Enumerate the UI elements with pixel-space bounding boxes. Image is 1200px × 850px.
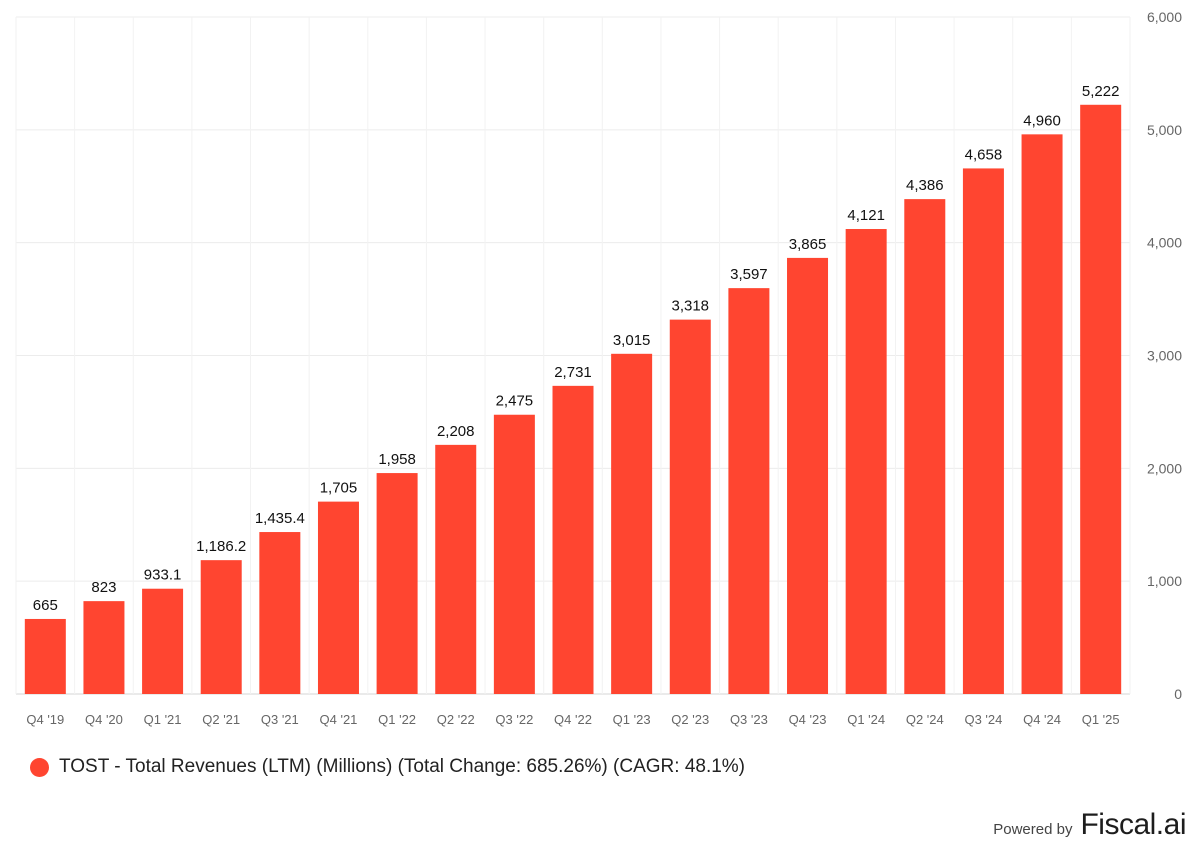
bar [787,257,829,694]
y-tick-label: 0 [1174,686,1182,702]
data-label: 1,186.2 [196,538,246,555]
bar [376,473,418,694]
bar [904,199,946,694]
x-tick-label: Q2 '24 [906,712,944,727]
x-tick-label: Q1 '22 [378,712,416,727]
x-tick-label: Q4 '20 [85,712,123,727]
data-label: 3,865 [789,236,827,253]
bar [1080,104,1122,695]
data-label: 4,121 [847,207,885,224]
x-tick-label: Q4 '22 [554,712,592,727]
data-label: 4,658 [965,146,1003,163]
bar [435,444,477,694]
x-tick-label: Q2 '21 [202,712,240,727]
x-tick-label: Q3 '23 [730,712,768,727]
data-label: 1,958 [378,451,416,468]
data-label: 2,475 [496,393,534,410]
bar [1021,134,1063,694]
data-label: 3,318 [671,298,709,315]
legend-label: TOST - Total Revenues (LTM) (Millions) (… [59,756,746,777]
y-tick-label: 5,000 [1147,122,1182,138]
y-tick-label: 2,000 [1147,460,1182,476]
data-label: 4,386 [906,177,944,194]
data-label: 4,960 [1023,112,1061,129]
bar [669,319,711,694]
legend-marker [30,757,49,777]
x-tick-label: Q2 '22 [437,712,475,727]
x-tick-label: Q2 '23 [671,712,709,727]
x-tick-label: Q4 '19 [26,712,64,727]
chart-legend[interactable]: TOST - Total Revenues (LTM) (Millions) (… [30,756,745,778]
bar [845,229,887,694]
bar [552,385,594,694]
fiscal-ai-logo: Fiscal.ai [1080,808,1186,841]
data-label: 823 [91,579,116,596]
data-label: 5,222 [1082,83,1120,100]
x-tick-label: Q3 '21 [261,712,299,727]
data-label: 3,597 [730,266,768,283]
bar [611,353,653,694]
data-label: 1,705 [320,480,358,497]
data-label: 2,731 [554,364,592,381]
x-tick-label: Q1 '24 [847,712,885,727]
bar [83,601,125,694]
x-tick-label: Q3 '22 [495,712,533,727]
y-tick-label: 3,000 [1147,348,1182,364]
bar [962,168,1004,694]
x-tick-label: Q4 '23 [789,712,827,727]
powered-by-label: Powered by [993,821,1073,838]
y-tick-label: 1,000 [1147,573,1182,589]
bar [259,532,301,694]
y-tick-label: 4,000 [1147,235,1182,251]
y-tick-label: 6,000 [1147,9,1182,25]
revenue-bar-chart: 0 1,000 2,000 3,000 4,000 5,000 6,000 665 Q4 '19… [15,9,1182,727]
bar [142,588,184,694]
x-tick-label: Q1 '21 [144,712,182,727]
x-tick-label: Q3 '24 [964,712,1002,727]
bar [493,414,535,694]
bar [200,560,242,694]
x-tick-label: Q1 '25 [1082,712,1120,727]
data-label: 665 [33,597,58,614]
data-label: 2,208 [437,423,475,440]
branding: Powered by Fiscal.ai [993,808,1186,842]
data-label: 1,435.4 [255,510,305,527]
bar [317,501,359,694]
x-tick-label: Q4 '24 [1023,712,1061,727]
bar [24,618,66,694]
x-tick-label: Q1 '23 [613,712,651,727]
data-label: 3,015 [613,332,651,349]
x-tick-label: Q4 '21 [320,712,358,727]
bar [728,288,770,694]
data-label: 933.1 [144,567,182,584]
